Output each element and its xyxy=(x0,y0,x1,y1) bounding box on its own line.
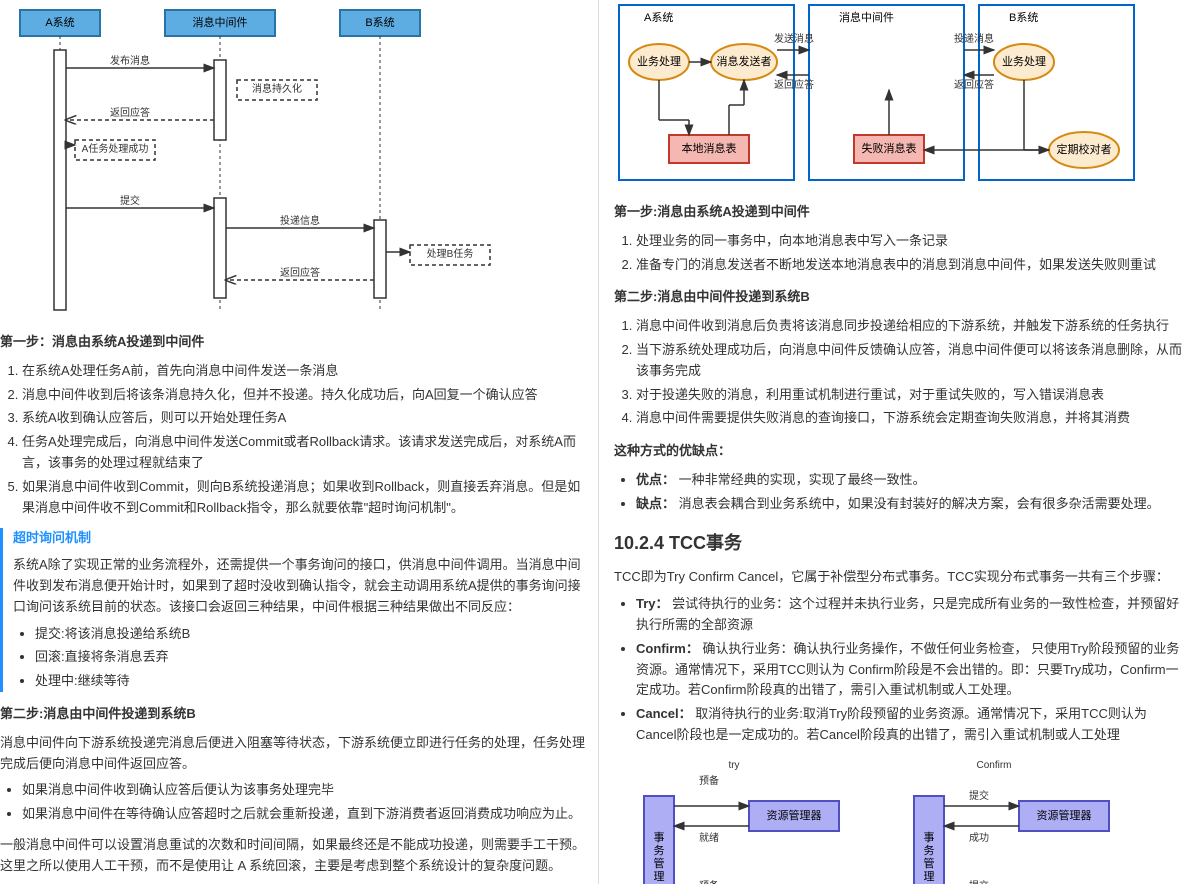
step2-list: 如果消息中间件收到确认应答后便认为该事务处理完毕 如果消息中间件在等待确认应答超… xyxy=(22,780,588,825)
svg-text:理: 理 xyxy=(654,870,665,883)
svg-text:提交: 提交 xyxy=(120,194,140,207)
list-item: 任务A处理完成后，向消息中间件发送Commit或者Rollback请求。该请求发… xyxy=(22,432,588,474)
svg-text:消息持久化: 消息持久化 xyxy=(252,82,302,95)
list-item: 优点： 一种非常经典的实现，实现了最终一致性。 xyxy=(636,470,1186,491)
r-step2-heading: 第二步:消息由中间件投递到系统B xyxy=(614,287,1186,308)
list-item: 回滚:直接将条消息丢弃 xyxy=(35,647,588,668)
svg-text:理: 理 xyxy=(924,870,935,883)
list-item: 如果消息中间件在等待确认应答超时之后就会重新投递，直到下游消费者返回消费成功响应… xyxy=(22,804,588,825)
adv-list: 优点： 一种非常经典的实现，实现了最终一致性。 缺点： 消息表会耦合到业务系统中… xyxy=(636,470,1186,515)
svg-text:管: 管 xyxy=(924,856,935,870)
svg-text:返回应答: 返回应答 xyxy=(280,266,320,279)
svg-text:资源管理器: 资源管理器 xyxy=(1037,808,1092,822)
left-column: A系统 消息中间件 B系统 发布消息 消息持久化 返回应答 A任务处理成功 提交… xyxy=(0,0,598,884)
seq-svg: A系统 消息中间件 B系统 发布消息 消息持久化 返回应答 A任务处理成功 提交… xyxy=(0,0,510,320)
tcc-list: Try： 尝试待执行的业务：这个过程并未执行业务，只是完成所有业务的一致性检查，… xyxy=(636,594,1186,746)
svg-text:本地消息表: 本地消息表 xyxy=(682,141,737,155)
adv-heading: 这种方式的优缺点： xyxy=(614,441,1186,462)
list-item: 在系统A处理任务A前，首先向消息中间件发送一条消息 xyxy=(22,361,588,382)
section-1024-heading: 10.2.4 TCC事务 xyxy=(614,529,1186,558)
svg-text:提交: 提交 xyxy=(969,879,989,884)
svg-text:返回应答: 返回应答 xyxy=(774,78,814,91)
list-item: 提交:将该消息投递给系统B xyxy=(35,624,588,645)
svg-text:提交: 提交 xyxy=(969,789,989,802)
list-item: 缺点： 消息表会耦合到业务系统中，如果没有封装好的解决方案，会有很多杂活需要处理… xyxy=(636,494,1186,515)
right-column: A系统 消息中间件 B系统 业务处理 消息发送者 业务处理 定期校对者 本地消息… xyxy=(598,0,1196,884)
svg-text:业务处理: 业务处理 xyxy=(1002,55,1046,68)
list-item: Cancel： 取消待执行的业务:取消Try阶段预留的业务资源。通常情况下，采用… xyxy=(636,704,1186,746)
timeout-callout: 超时询问机制 系统A除了实现正常的业务流程外，还需提供一个事务询问的接口，供消息… xyxy=(0,528,588,692)
svg-text:B系统: B系统 xyxy=(1009,11,1038,24)
svg-text:消息中间件: 消息中间件 xyxy=(839,10,894,24)
r-step1-heading: 第一步:消息由系统A投递到中间件 xyxy=(614,202,1186,223)
svg-text:管: 管 xyxy=(654,856,665,870)
list-item: 消息中间件需要提供失败消息的查询接口，下游系统会定期查询失败消息，并将其消费 xyxy=(636,408,1186,429)
list-item: 消息中间件收到后将该条消息持久化，但并不投递。持久化成功后，向A回复一个确认应答 xyxy=(22,385,588,406)
flow-svg: A系统 消息中间件 B系统 业务处理 消息发送者 业务处理 定期校对者 本地消息… xyxy=(614,0,1144,190)
list-item: 处理中:继续等待 xyxy=(35,671,588,692)
step2-heading: 第二步:消息由中间件投递到系统B xyxy=(0,704,588,725)
svg-text:预备: 预备 xyxy=(699,774,719,787)
list-item: 对于投递失败的消息，利用重试机制进行重试，对于重试失败的，写入错误消息表 xyxy=(636,385,1186,406)
timeout-title: 超时询问机制 xyxy=(13,528,588,549)
svg-text:就绪: 就绪 xyxy=(699,831,719,844)
tcc-diagram: try 事 务 管 理 器 资源管理器 资源管理器 预备 就绪 预备 就绪 Co… xyxy=(614,756,1186,884)
svg-text:消息发送者: 消息发送者 xyxy=(717,54,772,68)
svg-text:try: try xyxy=(728,760,739,771)
svg-text:资源管理器: 资源管理器 xyxy=(767,808,822,822)
svg-text:发布消息: 发布消息 xyxy=(110,54,150,67)
step1-list: 在系统A处理任务A前，首先向消息中间件发送一条消息 消息中间件收到后将该条消息持… xyxy=(22,361,588,519)
svg-text:发送消息: 发送消息 xyxy=(774,32,814,45)
svg-text:消息中间件: 消息中间件 xyxy=(193,15,248,29)
svg-text:事: 事 xyxy=(654,831,665,844)
tcc-intro: TCC即为Try Confirm Cancel，它属于补偿型分布式事务。TCC实… xyxy=(614,567,1186,588)
svg-text:返回应答: 返回应答 xyxy=(954,78,994,91)
timeout-text: 系统A除了实现正常的业务流程外，还需提供一个事务询问的接口，供消息中间件调用。当… xyxy=(13,555,588,617)
svg-text:业务处理: 业务处理 xyxy=(637,55,681,68)
svg-text:预备: 预备 xyxy=(699,879,719,884)
svg-text:务: 务 xyxy=(654,844,665,857)
svg-text:A系统: A系统 xyxy=(45,16,74,29)
svg-text:处理B任务: 处理B任务 xyxy=(427,247,474,260)
step2-p2: 一般消息中间件可以设置消息重试的次数和时间间隔，如果最终还是不能成功投递，则需要… xyxy=(0,835,588,877)
tcc-svg: try 事 务 管 理 器 资源管理器 资源管理器 预备 就绪 预备 就绪 Co… xyxy=(614,756,1134,884)
svg-text:A系统: A系统 xyxy=(644,11,673,24)
svg-text:投递信息: 投递信息 xyxy=(280,214,320,227)
svg-text:定期校对者: 定期校对者 xyxy=(1057,142,1112,156)
list-item: 当下游系统处理成功后，向消息中间件反馈确认应答，消息中间件便可以将该条消息删除，… xyxy=(636,340,1186,382)
r-step1-list: 处理业务的同一事务中，向本地消息表中写入一条记录 准备专门的消息发送者不断地发送… xyxy=(636,231,1186,276)
list-item: 系统A收到确认应答后，则可以开始处理任务A xyxy=(22,408,588,429)
list-item: 准备专门的消息发送者不断地发送本地消息表中的消息到消息中间件，如果发送失败则重试 xyxy=(636,255,1186,276)
svg-text:事: 事 xyxy=(924,831,935,844)
svg-text:Confirm: Confirm xyxy=(976,760,1011,771)
list-item: 如果消息中间件收到确认应答后便认为该事务处理完毕 xyxy=(22,780,588,801)
list-item: 消息中间件收到消息后负责将该消息同步投递给相应的下游系统，并触发下游系统的任务执… xyxy=(636,316,1186,337)
svg-text:成功: 成功 xyxy=(969,832,989,844)
list-item: Try： 尝试待执行的业务：这个过程并未执行业务，只是完成所有业务的一致性检查，… xyxy=(636,594,1186,636)
sequence-diagram: A系统 消息中间件 B系统 发布消息 消息持久化 返回应答 A任务处理成功 提交… xyxy=(0,0,588,320)
svg-text:B系统: B系统 xyxy=(365,16,394,29)
step1-heading: 第一步：消息由系统A投递到中间件 xyxy=(0,332,588,353)
flow-diagram: A系统 消息中间件 B系统 业务处理 消息发送者 业务处理 定期校对者 本地消息… xyxy=(614,0,1186,190)
svg-text:返回应答: 返回应答 xyxy=(110,106,150,119)
list-item: 处理业务的同一事务中，向本地消息表中写入一条记录 xyxy=(636,231,1186,252)
svg-text:务: 务 xyxy=(924,844,935,857)
svg-text:A任务处理成功: A任务处理成功 xyxy=(82,142,149,155)
list-item: Confirm： 确认执行业务：确认执行业务操作，不做任何业务检查， 只使用Tr… xyxy=(636,639,1186,701)
step2-text: 消息中间件向下游系统投递完消息后便进入阻塞等待状态，下游系统便立即进行任务的处理… xyxy=(0,733,588,775)
svg-text:失败消息表: 失败消息表 xyxy=(862,141,917,155)
svg-text:投递消息: 投递消息 xyxy=(954,32,994,45)
timeout-list: 提交:将该消息投递给系统B 回滚:直接将条消息丢弃 处理中:继续等待 xyxy=(35,624,588,692)
r-step2-list: 消息中间件收到消息后负责将该消息同步投递给相应的下游系统，并触发下游系统的任务执… xyxy=(636,316,1186,429)
list-item: 如果消息中间件收到Commit，则向B系统投递消息；如果收到Rollback，则… xyxy=(22,477,588,519)
